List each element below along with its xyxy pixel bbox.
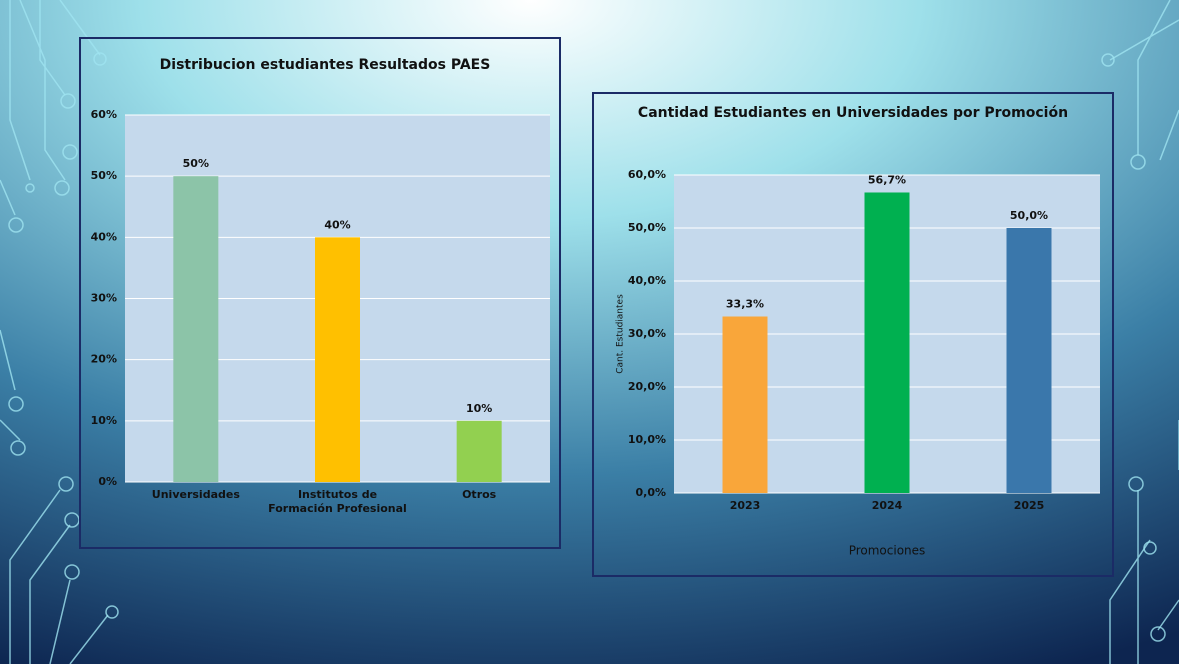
y-tick-label: 40,0% bbox=[628, 274, 666, 287]
x-tick-label: 2024 bbox=[871, 499, 903, 512]
bar bbox=[173, 176, 219, 482]
x-tick-label: Otros bbox=[462, 488, 497, 501]
chart-frame bbox=[592, 92, 1114, 577]
x-tick-label-box: Universidades bbox=[151, 488, 240, 501]
bar bbox=[864, 192, 910, 494]
y-tick-label: 30% bbox=[91, 292, 117, 305]
chart-title-box: Distribucion estudiantes Resultados PAES bbox=[159, 57, 491, 73]
data-label: 40% bbox=[324, 218, 350, 231]
bar bbox=[315, 237, 360, 482]
chart-title: Distribucion estudiantes Resultados PAES bbox=[159, 57, 491, 73]
x-tick-label-box: 2023 bbox=[729, 499, 761, 512]
data-label: 50% bbox=[183, 157, 209, 170]
chart-title-box: Cantidad Estudiantes en Universidades po… bbox=[637, 105, 1069, 121]
y-axis-label: Cant. Estudiantes bbox=[616, 294, 626, 374]
x-tick-label-box: Otros bbox=[462, 488, 497, 501]
x-tick-label: Universidades bbox=[151, 488, 240, 501]
y-tick-label: 20,0% bbox=[628, 380, 666, 393]
data-label: 50,0% bbox=[1010, 209, 1048, 222]
bar bbox=[456, 420, 502, 482]
x-tick-label-box: Institutos de Formación Profesional bbox=[268, 488, 407, 515]
x-tick-label: Institutos de Formación Profesional bbox=[268, 488, 407, 515]
y-tick-label: 10% bbox=[91, 414, 117, 427]
y-tick-label: 10,0% bbox=[628, 433, 666, 446]
bar bbox=[1006, 228, 1052, 493]
x-tick-label-box: 2025 bbox=[1013, 499, 1045, 512]
x-axis-label: Promociones bbox=[849, 544, 926, 558]
y-tick-label: 50% bbox=[91, 169, 117, 182]
y-tick-label: 60% bbox=[91, 108, 117, 121]
data-label: 33,3% bbox=[726, 298, 764, 311]
y-tick-label: 50,0% bbox=[628, 221, 666, 234]
x-tick-label-box: 2024 bbox=[871, 499, 903, 512]
x-tick-label: 2023 bbox=[729, 499, 761, 512]
chart-title: Cantidad Estudiantes en Universidades po… bbox=[637, 105, 1069, 121]
x-tick-label: 2025 bbox=[1013, 499, 1045, 512]
y-tick-label: 60,0% bbox=[628, 168, 666, 181]
chart-frame bbox=[79, 37, 561, 549]
data-label: 56,7% bbox=[868, 173, 906, 186]
bar bbox=[722, 316, 768, 493]
y-tick-label: 0,0% bbox=[635, 486, 666, 499]
y-tick-label: 40% bbox=[91, 230, 117, 243]
y-tick-label: 20% bbox=[91, 353, 117, 366]
y-tick-label: 0% bbox=[98, 475, 117, 488]
y-tick-label: 30,0% bbox=[628, 327, 666, 340]
data-label: 10% bbox=[466, 402, 492, 415]
